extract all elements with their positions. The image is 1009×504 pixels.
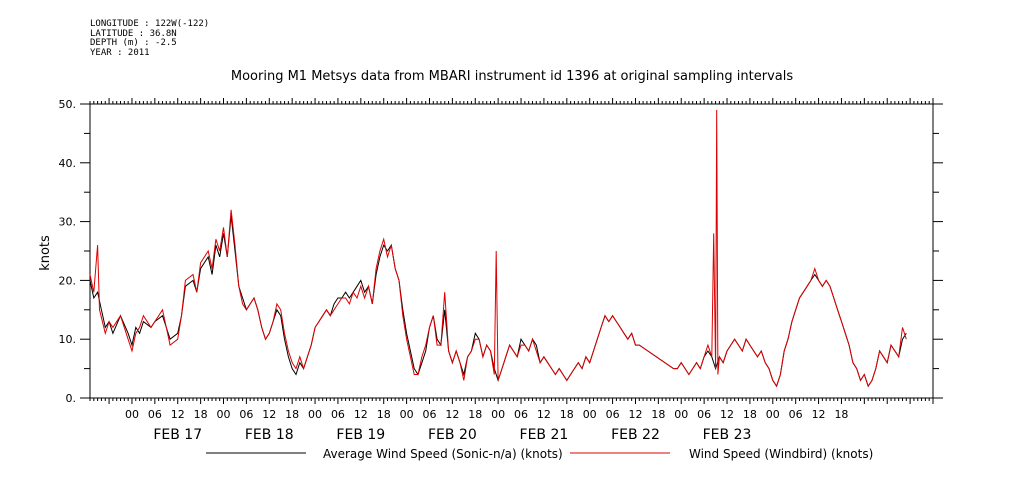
year-label: YEAR : 2011 [90,47,150,58]
y-tick-label: 30. [59,216,77,229]
y-tick-label: 50. [59,98,77,111]
y-tick-label: 40. [59,157,77,170]
x-hour-label: 00 [583,408,597,421]
plot-frame [89,103,934,399]
x-hour-label: 12 [628,408,642,421]
series-line-windbird [89,109,907,388]
legend-label-windbird: Wind Speed (Windbird) (knots) [689,447,873,461]
chart-title: Mooring M1 Metsys data from MBARI instru… [231,69,793,84]
x-hour-label: 06 [331,408,345,421]
y-tick-label: 0. [66,392,77,405]
x-hour-label: 18 [285,408,299,421]
x-hour-label: 12 [720,408,734,421]
x-hour-label: 00 [491,408,505,421]
metadata-block: LONGITUDE : 122W(-122) LATITUDE : 36.8N … [90,19,210,58]
x-hour-label: 12 [262,408,276,421]
y-tick-label: 10. [59,333,77,346]
x-hour-label: 18 [194,408,208,421]
x-hour-label: 06 [606,408,620,421]
x-hour-label: 12 [812,408,826,421]
latitude-label: LATITUDE : 36.8N [90,28,177,39]
x-hour-label: 00 [674,408,688,421]
x-hour-label: 06 [514,408,528,421]
x-hour-label: 12 [537,408,551,421]
x-hour-label: 06 [239,408,253,421]
x-day-label: FEB 21 [520,427,569,443]
longitude-label: LONGITUDE : 122W(-122) [90,19,210,29]
x-day-label: FEB 22 [611,427,660,443]
legend-label-sonic: Average Wind Speed (Sonic-n/a) (knots) [323,447,563,461]
x-day-label: FEB 17 [153,427,202,443]
x-hour-label: 12 [171,408,185,421]
x-hour-label: 18 [743,408,757,421]
x-hour-label: 06 [148,408,162,421]
y-axis-label: knots [38,235,53,271]
x-hour-label: 00 [400,408,414,421]
x-hour-label: 18 [834,408,848,421]
legend: Average Wind Speed (Sonic-n/a) (knots) W… [206,447,873,461]
x-hour-label: 12 [445,408,459,421]
x-hour-label: 00 [125,408,139,421]
x-hour-label: 18 [468,408,482,421]
x-day-label: FEB 18 [245,427,294,443]
x-tick-labels: 00 06 12 18 00 06 12 18 00 06 12 18 00 06 12 18 00 06 12 18… [125,408,848,443]
x-hour-label: 06 [789,408,803,421]
x-hour-label: 18 [560,408,574,421]
data-series [89,109,907,388]
x-hour-label: 00 [766,408,780,421]
x-day-label: FEB 23 [703,427,752,443]
y-tick-label: 20. [59,274,77,287]
x-hour-label: 12 [354,408,368,421]
x-day-label: FEB 20 [428,427,477,443]
y-tick-labels: 0. 10. 20. 30. 40. 50. [59,98,77,405]
x-hour-label: 18 [377,408,391,421]
x-hour-label: 06 [422,408,436,421]
x-hour-label: 00 [308,408,322,421]
x-hour-label: 18 [651,408,665,421]
x-hour-label: 06 [697,408,711,421]
axis-ticks [80,98,943,404]
depth-label: DEPTH (m) : -2.5 [90,38,177,48]
x-day-label: FEB 19 [336,427,385,443]
x-hour-label: 00 [217,408,231,421]
